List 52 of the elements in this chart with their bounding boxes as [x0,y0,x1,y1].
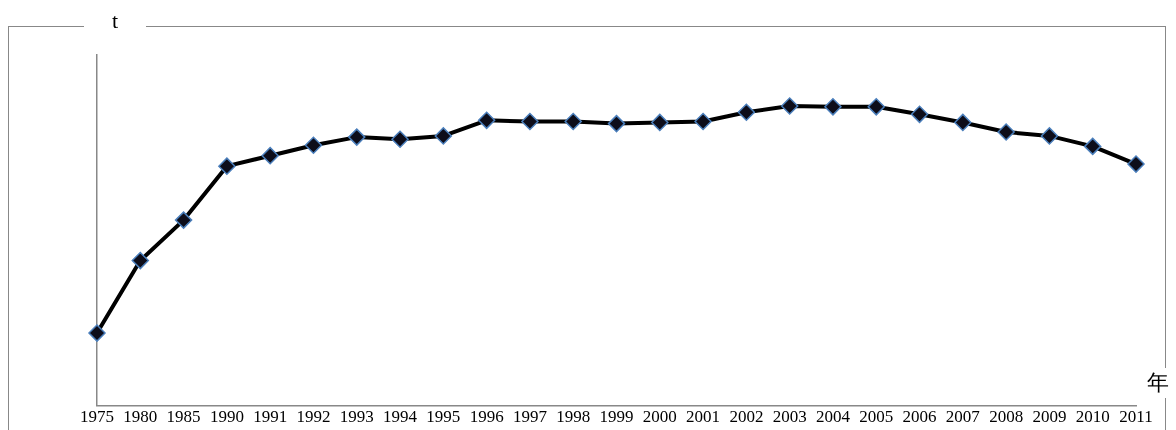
x-tick-label: 2003 [772,407,807,427]
point [824,98,842,116]
x-tick-label: 1995 [426,407,461,427]
point [88,324,106,342]
x-tick-label: 1992 [296,407,331,427]
x-tick-label: 2000 [642,407,677,427]
x-tick-label: 2010 [1075,407,1110,427]
x-tick-label: 2004 [815,407,851,427]
point [997,123,1015,141]
x-tick-label: 1998 [556,407,591,427]
x-tick-label: 1994 [383,407,418,427]
point [304,136,323,154]
point [261,146,279,165]
point [954,113,972,132]
x-tick-label: 2001 [686,407,721,427]
x-axis-title: 年 [1147,368,1169,398]
x-tick-label: 2006 [902,407,937,427]
point [910,105,929,124]
x-tick-label: 1985 [166,407,201,427]
x-tick-label: 1997 [512,407,548,427]
point [174,211,193,229]
x-tick-label: 1980 [123,407,158,427]
x-tick-label: 1975 [80,407,114,427]
point [564,112,582,131]
point [1127,155,1145,173]
x-tick-label: 1991 [253,407,288,427]
x-tick-label: 1990 [209,407,244,427]
x-tick-label: 2007 [945,407,981,427]
x-tick-label: 2002 [729,407,764,427]
point [131,251,150,270]
x-tick-label: 1993 [339,407,374,427]
point [348,128,366,146]
point [607,114,626,133]
point [218,157,236,175]
point [651,113,669,132]
point [694,112,712,131]
point [737,103,756,121]
x-tick-label: 2011 [1119,407,1153,427]
point [1040,127,1059,145]
x-tick-label: 2009 [1032,407,1067,427]
point [391,130,409,148]
x-tick-label: 2005 [859,407,894,427]
point [1083,137,1102,156]
point [434,127,453,145]
y-axis-title: t [84,8,147,34]
x-tick-label: 1996 [469,407,504,427]
x-tick-label: 2008 [989,407,1024,427]
point [867,98,885,116]
point [521,112,539,131]
point [780,97,799,115]
point [477,111,496,130]
x-tick-label: 1999 [599,407,634,427]
